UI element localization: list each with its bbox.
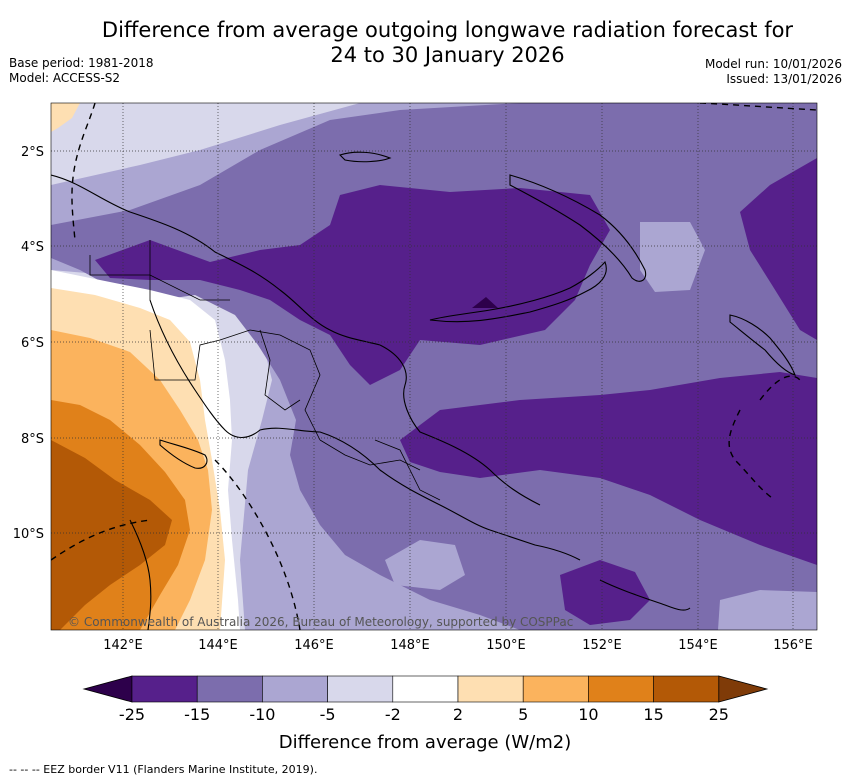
manus-island [338, 151, 392, 163]
chart-title: Difference from average outgoing longwav… [90, 18, 805, 68]
border-highlands [219, 329, 321, 441]
issued-date: Issued: 13/01/2026 [726, 72, 842, 86]
colorbar-tick-label: -10 [249, 705, 275, 724]
colorbar-segment [131, 675, 198, 703]
colorbar: -25 -15 -10 -5 -2 2 5 10 15 25 [82, 675, 769, 724]
colorbar-segment [653, 675, 720, 703]
colorbar-tick-label: 2 [453, 705, 463, 724]
colorbar-tick-label: 5 [518, 705, 528, 724]
new-guinea-south-coast [149, 299, 581, 561]
colorbar-over-arrow [718, 675, 769, 703]
colorbar-tick-label: -15 [184, 705, 210, 724]
band-minus10-minus5-south [385, 540, 465, 590]
lat-label: 6°S [21, 336, 44, 351]
new-guinea-north-coast [51, 174, 381, 346]
lon-label: 146°E [294, 638, 334, 653]
lon-label: 142°E [103, 638, 143, 653]
huon-peninsula [379, 344, 541, 506]
anomaly-field: © Commonwealth of Australia 2026, Bureau… [51, 103, 817, 630]
colorbar-under-arrow [82, 675, 133, 703]
torres-strait-islands [159, 439, 208, 469]
lon-label: 148°E [390, 638, 430, 653]
title-line-2: 24 to 30 January 2026 [330, 43, 565, 67]
colorbar-segment [196, 675, 263, 703]
colorbar-tick-label: 10 [578, 705, 598, 724]
lon-label: 154°E [678, 638, 718, 653]
band-below-minus25 [472, 297, 498, 308]
band-minus15-minus10 [51, 103, 817, 630]
louisiade-archipelago [599, 579, 691, 611]
longitude-labels: 142°E 144°E 146°E 148°E 150°E 152°E 154°… [103, 638, 813, 653]
colorbar-segment [327, 675, 394, 703]
band-minus10-minus5-se [718, 590, 817, 630]
model-name: Model: ACCESS-S2 [9, 71, 121, 85]
olr-anomaly-map: © Commonwealth of Australia 2026, Bureau… [13, 102, 818, 753]
eez-border-sw [51, 519, 151, 561]
colorbar-segment [392, 675, 459, 703]
colorbar-label: Difference from average (W/m2) [279, 732, 571, 753]
eez-footnote: -- -- -- EEZ border V11 (Flanders Marine… [9, 763, 318, 776]
lon-label: 150°E [486, 638, 526, 653]
eez-borders [51, 103, 817, 630]
lon-label: 156°E [773, 638, 813, 653]
lat-label: 2°S [21, 145, 44, 160]
graticule [51, 103, 817, 630]
eez-border-south [214, 459, 301, 630]
new-ireland [509, 174, 647, 282]
lat-label: 4°S [21, 240, 44, 255]
lon-label: 152°E [582, 638, 622, 653]
colorbar-tick-label: 25 [709, 705, 729, 724]
lat-label: 10°S [13, 527, 44, 542]
latitude-labels: 2°S 4°S 6°S 8°S 10°S [13, 145, 44, 542]
colorbar-segment [522, 675, 589, 703]
copyright-notice: © Commonwealth of Australia 2026, Bureau… [68, 615, 573, 629]
colorbar-tick-label: -25 [119, 705, 145, 724]
meta-right: Model run: 10/01/2026 Issued: 13/01/2026 [705, 57, 842, 87]
meta-left: Base period: 1981-2018 Model: ACCESS-S2 [9, 56, 154, 86]
band-minus25-minus15-southeast [400, 372, 817, 565]
eez-border-ne [699, 103, 817, 111]
band-minus25-minus15-north [95, 185, 610, 385]
bougainville [729, 314, 796, 376]
base-period: Base period: 1981-2018 [9, 56, 154, 70]
colorbar-tick-label: -2 [385, 705, 401, 724]
border-west-sepik [89, 255, 230, 301]
eez-border-east [759, 375, 801, 401]
new-britain [429, 260, 607, 323]
map-frame [50, 102, 818, 631]
colorbar-tick-label: 15 [643, 705, 663, 724]
lat-label: 8°S [21, 432, 44, 447]
border-western-province [149, 329, 221, 381]
coastlines [51, 151, 796, 630]
band-minus10-minus5-island [640, 222, 705, 292]
band-15-25 [51, 440, 172, 630]
colorbar-segment [588, 675, 654, 703]
model-run: Model run: 10/01/2026 [704, 57, 842, 71]
band-minus25-minus15-south-blob [560, 560, 650, 625]
border-gulf [259, 329, 301, 411]
colorbar-tick-label: -5 [320, 705, 336, 724]
lon-label: 144°E [198, 638, 238, 653]
province-borders [89, 240, 441, 501]
band-2-5-topleft [51, 103, 80, 132]
cape-york [129, 519, 152, 630]
colorbar-segment [262, 675, 328, 703]
band-minus25-minus15-east [740, 158, 817, 340]
colorbar-segment [457, 675, 524, 703]
title-line-1: Difference from average outgoing longwav… [101, 18, 794, 42]
